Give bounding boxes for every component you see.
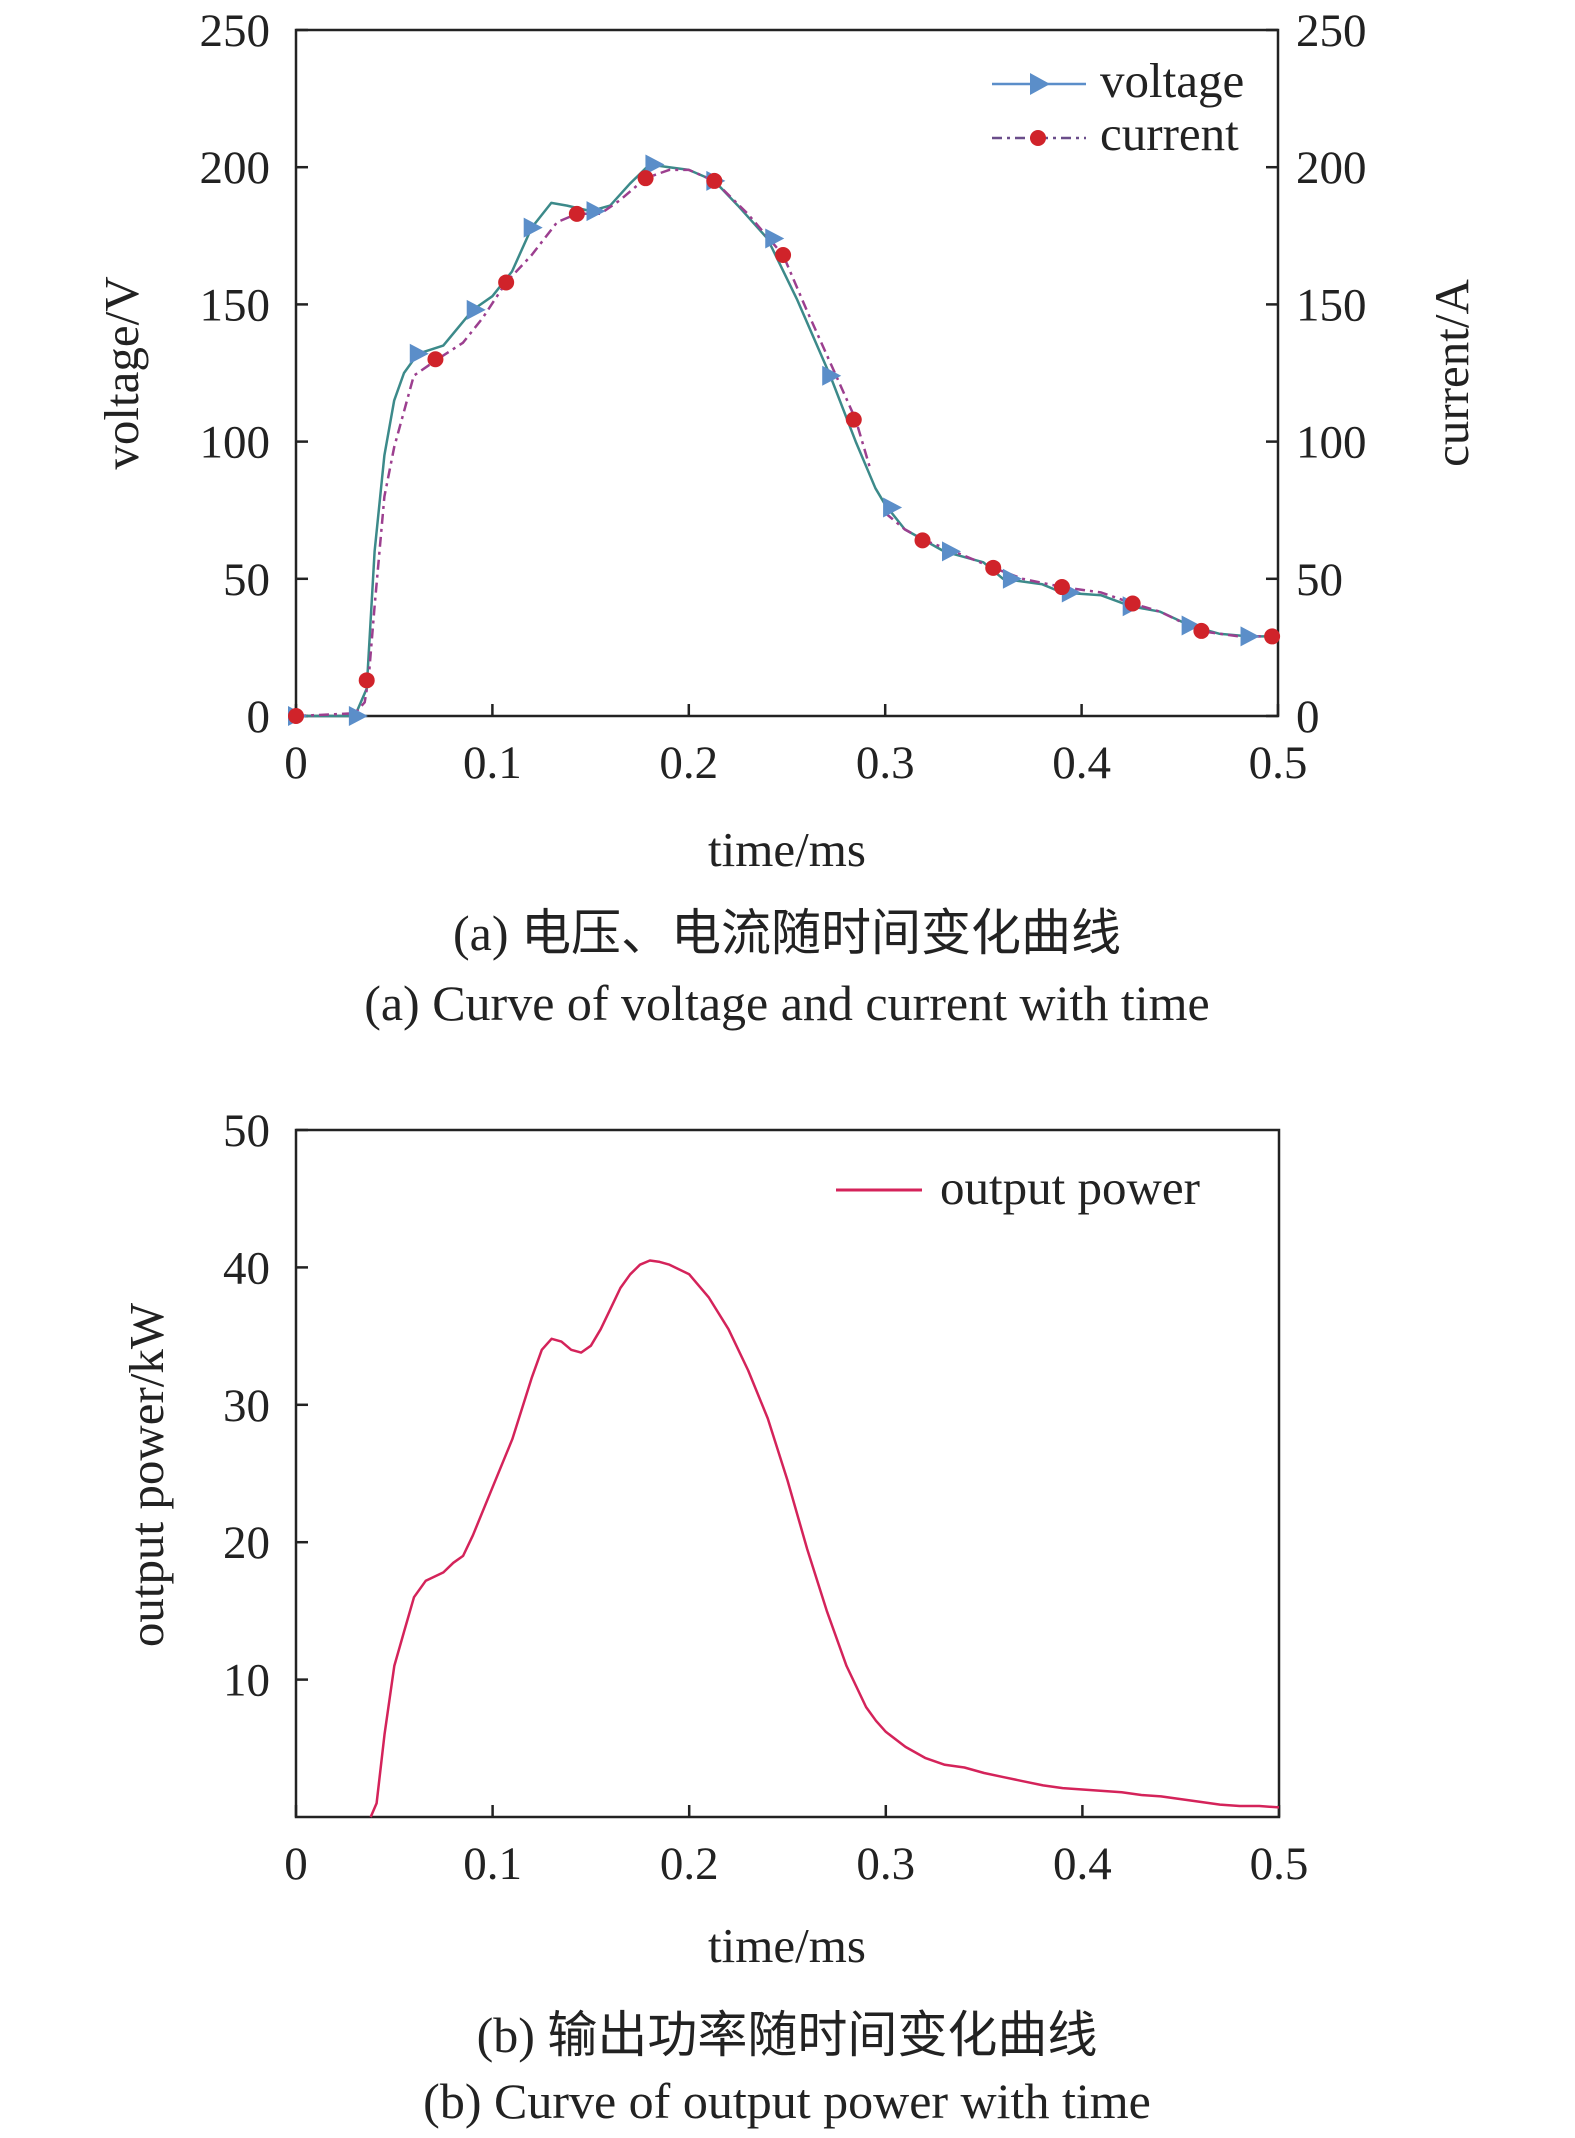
x-tick-label: 0.3 [856,1838,915,1890]
x-tick-label: 0.1 [463,1838,522,1890]
series-lines-a [295,163,1278,718]
legend-label-current: current [1100,106,1239,161]
voltage-marker [645,154,665,175]
x-axis-label-a: time/ms [708,822,866,877]
current-marker [1193,622,1210,639]
voltage-current-chart: 0 0.1 0.2 0.3 0.4 0.5 0 50 100 150 200 250 0 50 100 1… [94,5,1479,877]
x-tick-label: 0.3 [856,737,915,789]
legend-marker-current [1030,130,1046,146]
y-tick-label: 20 [223,1517,270,1569]
y-axis-label-b: output power/kW [119,1302,174,1647]
y2-tick-label: 250 [1296,5,1367,57]
voltage-marker [466,299,486,320]
y2-tick-label: 200 [1296,142,1367,194]
current-marker [1264,628,1281,645]
series-line-current [884,511,1278,638]
x-tick-label: 0.5 [1250,1838,1309,1890]
current-marker [288,708,304,724]
current-marker [568,205,585,222]
y-tick-labels-a: 0 50 100 150 200 250 [200,5,271,743]
plot-frame-b [294,1128,1281,1819]
series-line-output-power [369,1259,1280,1818]
voltage-marker [348,706,368,726]
legend-item-current: current [992,106,1239,161]
voltage-marker [1181,615,1201,636]
voltage-marker [1002,568,1022,589]
legend-item-voltage: voltage [992,53,1244,108]
y2-tick-label: 100 [1296,417,1367,469]
current-marker [985,559,1002,576]
current-marker [637,170,654,187]
y2-tick-labels-a: 0 50 100 150 200 250 [1296,5,1367,743]
plot-frame-a [294,28,1280,718]
x-tick-label: 0.2 [659,737,718,789]
y-tick-label: 40 [223,1242,270,1294]
voltage-marker [1240,626,1260,647]
caption-a-english: (a) Curve of voltage and current with ti… [364,975,1210,1031]
y-tick-label: 250 [200,5,271,57]
y-axis-label-a: voltage/V [94,276,149,469]
current-marker [775,247,792,264]
x-axis-label-b: time/ms [708,1918,866,1973]
voltage-marker [883,497,903,518]
legend-marker-voltage [1030,73,1050,95]
y2-axis-label-a: current/A [1424,279,1479,467]
series-markers-a [288,154,1281,726]
y-tick-label: 0 [247,691,271,743]
voltage-marker [586,201,606,222]
x-tick-labels-a: 0 0.1 0.2 0.3 0.4 0.5 [284,737,1307,789]
x-tick-label: 0 [284,737,308,789]
y-tick-label: 10 [223,1655,270,1707]
y-tick-label: 50 [223,1105,270,1157]
caption-a-chinese: (a) 电压、电流随时间变化曲线 [453,905,1121,961]
x-tick-labels-b: 0 0.1 0.2 0.3 0.4 0.5 [284,1838,1308,1890]
x-tick-label: 0.4 [1052,737,1111,789]
y2-tick-label: 0 [1296,691,1320,743]
current-marker [845,411,862,428]
caption-b-chinese: (b) 输出功率随时间变化曲线 [477,2007,1098,2063]
voltage-marker [822,365,842,386]
current-marker [1053,579,1070,596]
current-marker [498,274,515,291]
y-tick-label: 200 [200,142,271,194]
series-line-voltage [296,163,1278,718]
legend-label-output-power: output power [940,1160,1200,1215]
series-lines-b [369,1259,1280,1818]
x-tick-label: 0.2 [660,1838,719,1890]
current-marker [427,351,444,368]
tick-marks-b [294,1128,1281,1817]
legend-label-voltage: voltage [1100,53,1244,108]
x-tick-label: 0 [284,1838,308,1890]
current-marker [706,172,723,189]
voltage-marker [942,541,962,562]
tick-marks-a [294,28,1280,718]
x-tick-label: 0.1 [463,737,522,789]
y-tick-labels-b: 10 20 30 40 50 [223,1105,270,1707]
y-tick-label: 100 [200,417,271,469]
y-tick-label: 30 [223,1380,270,1432]
y-tick-label: 50 [223,554,270,606]
current-marker [914,532,931,549]
legend-b: output power [836,1160,1200,1215]
legend-a: voltage current [992,53,1244,161]
x-tick-label: 0.4 [1053,1838,1112,1890]
x-tick-label: 0.5 [1249,737,1308,789]
y2-tick-label: 50 [1296,554,1343,606]
voltage-marker [523,217,543,238]
current-marker [1124,595,1141,612]
output-power-chart: 0 0.1 0.2 0.3 0.4 0.5 10 20 30 40 50 time/ms outp… [119,1105,1308,1973]
caption-b-english: (b) Curve of output power with time [423,2073,1151,2129]
voltage-marker [409,343,429,364]
y-tick-label: 150 [200,279,271,331]
voltage-marker [765,228,785,249]
y2-tick-label: 150 [1296,279,1367,331]
current-marker [358,672,375,689]
